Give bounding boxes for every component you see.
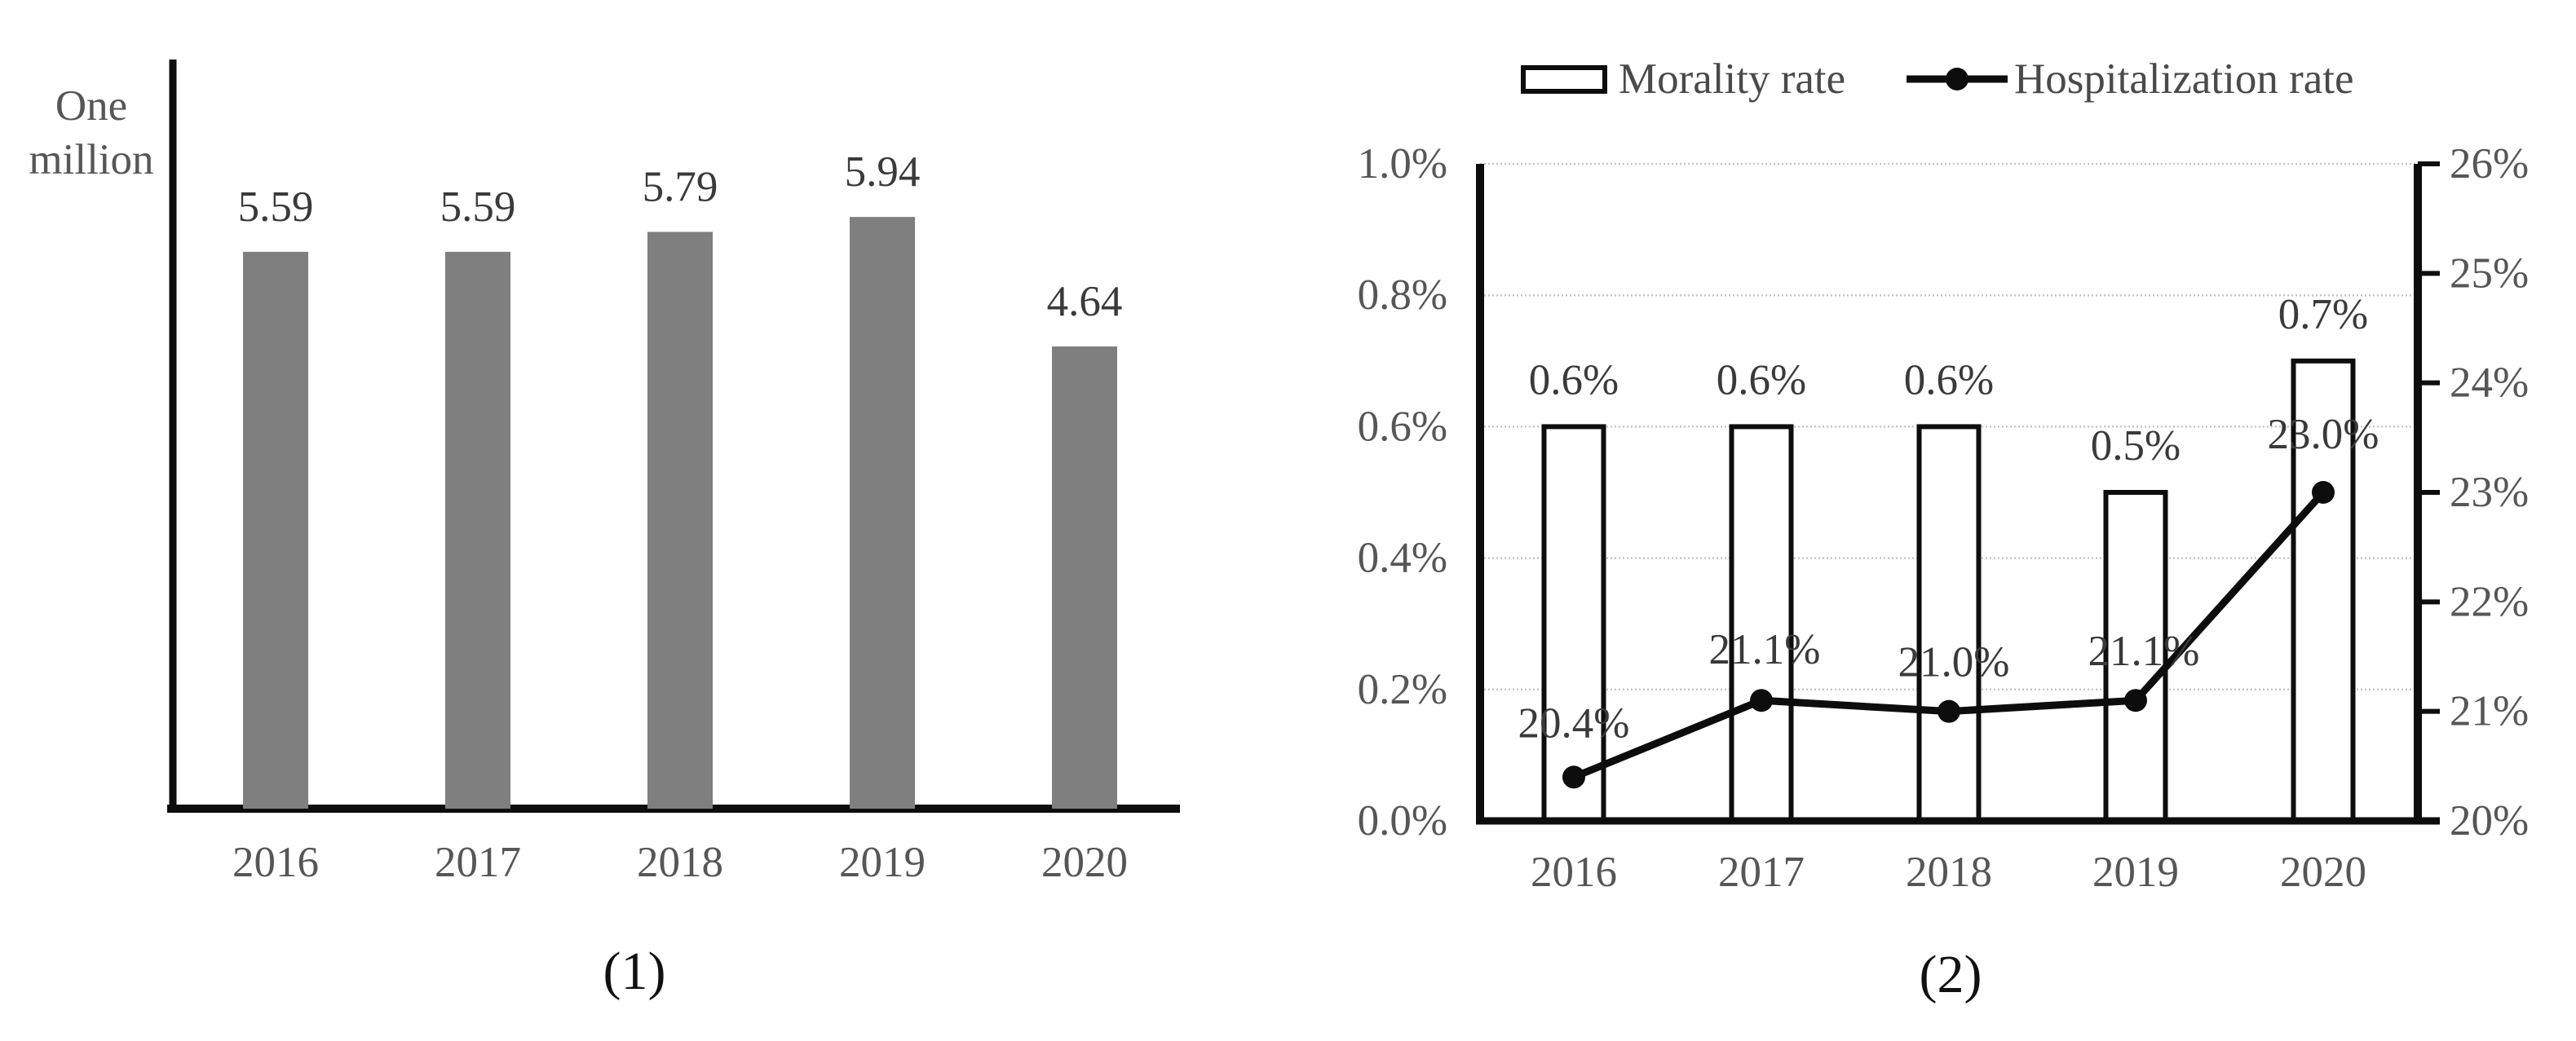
x-tick-label: 2020 — [1041, 839, 1128, 886]
mortality-bar-label: 0.6% — [1904, 356, 1994, 404]
x-tick-label: 2020 — [2280, 849, 2366, 896]
line-marker-2019 — [2124, 689, 2147, 712]
y-axis-unit-label: million — [29, 136, 153, 183]
hospitalization-point-label: 20.4% — [1518, 699, 1630, 747]
mortality-bar-2019 — [2103, 490, 2168, 823]
line-marker-2020 — [2312, 481, 2335, 504]
line-marker-2016 — [1562, 765, 1585, 789]
mortality-bar-label: 0.5% — [2091, 422, 2181, 470]
panel-1-caption: (1) — [603, 942, 666, 1001]
x-tick-label: 2019 — [2092, 849, 2179, 896]
left-axis-tick-label: 1.0% — [1358, 140, 1447, 187]
line-marker-2017 — [1750, 689, 1773, 712]
left-axis-tick-label: 0.4% — [1358, 535, 1447, 582]
left-axis-tick-label: 0.0% — [1358, 797, 1447, 845]
mortality-bar-2018 — [1916, 424, 1982, 824]
left-axis-tick-label: 0.8% — [1358, 271, 1447, 319]
bar-value-label: 4.64 — [1047, 278, 1123, 325]
mortality-bar-2017 — [1729, 424, 1794, 824]
right-axis-tick-label: 25% — [2450, 249, 2529, 297]
legend-line-marker-icon — [1946, 68, 1968, 90]
x-tick-label: 2017 — [435, 839, 521, 886]
mortality-bar-2016 — [1541, 424, 1606, 824]
x-tick-label: 2017 — [1718, 849, 1805, 896]
y-axis-unit-label: One — [55, 82, 127, 130]
bar-2017 — [445, 251, 510, 809]
legend-label-morality-rate: Morality rate — [1619, 55, 1845, 103]
bar-value-label: 5.59 — [238, 183, 314, 231]
hospitalization-point-label: 23.0% — [2268, 411, 2379, 458]
mortality-bar-label: 0.6% — [1529, 356, 1619, 404]
x-tick-label: 2018 — [1906, 849, 1992, 896]
left-axis-tick-label: 0.2% — [1358, 666, 1447, 713]
line-marker-2018 — [1938, 699, 1960, 723]
right-axis-tick-label: 21% — [2450, 688, 2529, 735]
right-axis-tick-label: 20% — [2450, 797, 2529, 845]
bar-value-label: 5.79 — [643, 163, 718, 210]
mortality-bar-label: 0.7% — [2278, 291, 2368, 338]
bar-value-label: 5.94 — [845, 148, 921, 196]
mortality-bar-label: 0.6% — [1717, 356, 1806, 404]
x-tick-label: 2018 — [637, 839, 723, 886]
legend-bar-swatch — [1521, 65, 1607, 94]
x-tick-label: 2019 — [839, 839, 926, 886]
hospitalization-point-label: 21.0% — [1898, 639, 2010, 686]
bar-2016 — [243, 251, 308, 809]
right-axis-tick-label: 24% — [2450, 359, 2529, 407]
right-axis-tick-label: 22% — [2450, 578, 2529, 625]
hospitalization-point-label: 21.1% — [1709, 626, 1821, 673]
x-tick-label: 2016 — [1531, 849, 1617, 896]
right-axis-tick-label: 26% — [2450, 140, 2529, 187]
right-axis-tick-label: 23% — [2450, 469, 2529, 516]
hospitalization-point-label: 21.1% — [2088, 628, 2200, 675]
bar-2019 — [850, 217, 915, 809]
panel-2-caption: (2) — [1919, 945, 1982, 1004]
bar-value-label: 5.59 — [440, 183, 516, 231]
left-axis-tick-label: 0.6% — [1358, 403, 1447, 450]
bar-2020 — [1052, 346, 1117, 809]
legend-label-hospitalization-rate: Hospitalization rate — [2014, 55, 2354, 103]
x-tick-label: 2016 — [232, 839, 319, 886]
bar-2018 — [647, 232, 713, 809]
